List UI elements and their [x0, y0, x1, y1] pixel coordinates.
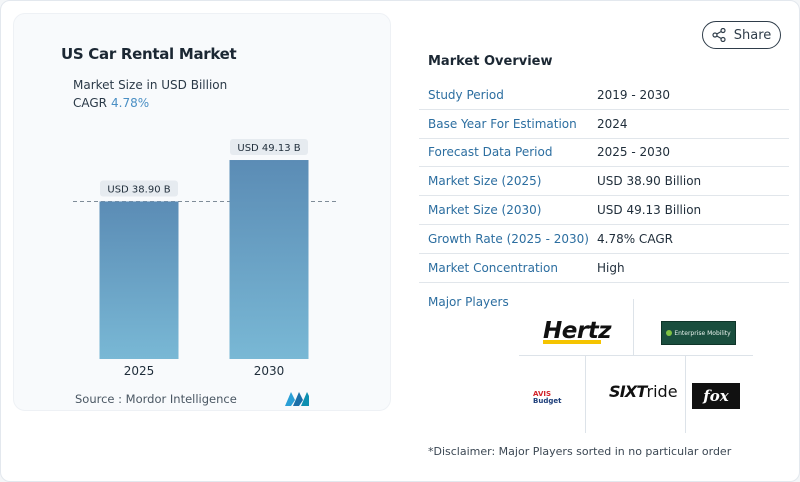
mordor-intelligence-logo — [285, 392, 309, 406]
major-players-label: Major Players — [428, 295, 509, 309]
budget-text: Budget — [533, 397, 562, 405]
overview-label: Growth Rate (2025 - 2030) — [428, 231, 589, 246]
overview-label: Base Year For Estimation — [428, 116, 577, 131]
overview-value: USD 38.90 Billion — [597, 174, 702, 189]
cagr-label: CAGR — [73, 96, 108, 110]
chart-subtitle: Market Size in USD Billion — [73, 78, 228, 92]
enterprise-mobility-logo: Enterprise Mobility — [661, 321, 736, 345]
data-label-2025: USD 38.90 B — [107, 184, 170, 195]
sixt-text: SIXT — [609, 382, 647, 401]
sixt-ride-logo: SIXTride — [609, 382, 678, 401]
overview-row: Study Period 2019 - 2030 — [419, 81, 789, 110]
enterprise-text: Enterprise Mobility — [674, 329, 731, 337]
overview-label: Market Concentration — [428, 260, 558, 275]
chart-panel — [13, 13, 391, 411]
grid-divider — [685, 355, 686, 433]
avis-text: AVIS — [533, 390, 552, 398]
overview-row: Market Concentration High — [419, 254, 789, 283]
ride-text: ride — [646, 382, 678, 401]
data-label-bg-2025 — [100, 180, 178, 197]
overview-row: Market Size (2025) USD 38.90 Billion — [419, 167, 789, 197]
overview-table: Study Period 2019 - 2030 Base Year For Es… — [419, 81, 789, 283]
share-button[interactable]: Share — [702, 21, 781, 49]
grid-divider — [519, 355, 753, 356]
bar-2025 — [99, 201, 179, 359]
overview-label: Study Period — [428, 87, 504, 102]
overview-value: 4.78% CAGR — [597, 231, 673, 246]
data-label-bg-2030 — [230, 139, 308, 156]
share-label: Share — [733, 27, 772, 43]
overview-title: Market Overview — [428, 54, 553, 69]
hertz-logo: Hertz — [543, 318, 612, 344]
grid-divider — [585, 355, 586, 433]
players-grid — [519, 299, 753, 433]
cagr-row: CAGR 4.78% — [73, 96, 149, 110]
hertz-logo-bar — [543, 340, 601, 344]
share-icon — [712, 28, 726, 42]
x-tick-label-2030: 2030 — [254, 364, 285, 378]
fox-logo: fox — [692, 383, 740, 409]
source-text: Source : Mordor Intelligence — [75, 392, 237, 406]
x-tick-label-2025: 2025 — [124, 364, 155, 378]
overview-row: Growth Rate (2025 - 2030) 4.78% CAGR — [419, 225, 789, 254]
cagr-value: 4.78% — [111, 96, 150, 110]
overview-label: Market Size (2030) — [428, 203, 542, 218]
overview-value: USD 49.13 Billion — [597, 203, 702, 218]
grid-divider — [633, 299, 634, 355]
overview-row: Forecast Data Period 2025 - 2030 — [419, 139, 789, 168]
enterprise-dot-icon — [666, 330, 673, 336]
overview-row: Market Size (2030) USD 49.13 Billion — [419, 196, 789, 225]
disclaimer-text: *Disclaimer: Major Players sorted in no … — [428, 445, 732, 458]
avis-budget-logo: AVIS Budget — [533, 391, 561, 405]
bar-chart: USD 38.90 B 2025 USD 49.13 B 2030 — [73, 139, 339, 378]
overview-row: Base Year For Estimation 2024 — [419, 110, 789, 139]
overview-value: 2024 — [597, 116, 628, 131]
overview-value: High — [597, 260, 625, 275]
bar-2030 — [229, 160, 309, 359]
overview-label: Market Size (2025) — [428, 174, 542, 189]
chart-title: US Car Rental Market — [61, 45, 237, 63]
data-label-2030: USD 49.13 B — [237, 143, 300, 154]
overview-value: 2025 - 2030 — [597, 145, 671, 160]
overview-label: Forecast Data Period — [428, 145, 553, 160]
overview-value: 2019 - 2030 — [597, 87, 671, 102]
